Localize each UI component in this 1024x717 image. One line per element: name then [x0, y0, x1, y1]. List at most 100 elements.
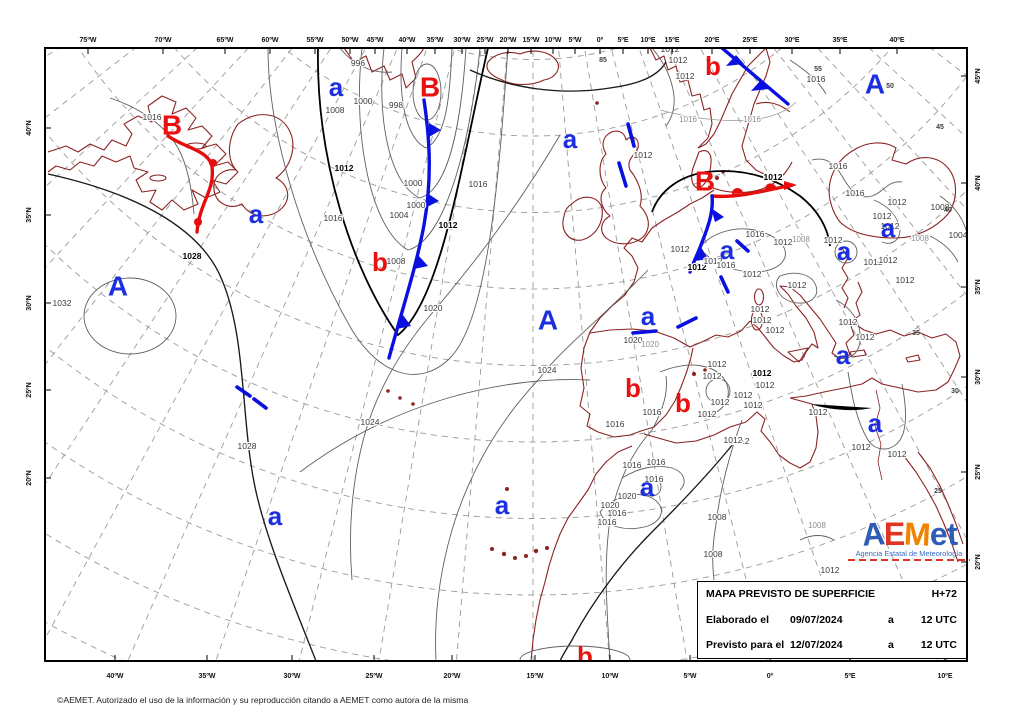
coast-north-spain-south-france — [589, 320, 751, 348]
isobar-value-label: 1016 — [743, 115, 761, 124]
coast-africa-atlantic — [530, 445, 633, 660]
low-pressure-center: b — [372, 247, 388, 277]
isobar-value-label: 1012 — [743, 269, 762, 279]
axis-label: 15ºW — [527, 673, 544, 680]
cold-front-central-europe — [688, 194, 715, 274]
coast-aegean — [841, 247, 849, 309]
axis-label: 5ºE — [617, 37, 628, 44]
isobar-value-label: 1016 — [717, 260, 736, 270]
cold-front-triangle — [695, 247, 708, 261]
coast-azores — [386, 389, 390, 393]
isobar-crimea — [873, 199, 901, 244]
meridian-line — [46, 49, 248, 268]
coast-greenland — [344, 49, 424, 89]
isobar-value-label: 1012 — [888, 449, 907, 459]
isobar-value-label: 996 — [351, 58, 365, 68]
isobar-1032 — [83, 277, 177, 355]
isobar-value-label: 1012 — [704, 256, 723, 266]
coast-island — [149, 174, 167, 182]
isobar-1008 — [358, 49, 481, 251]
axis-label: 45ºN — [975, 68, 982, 83]
axis-label: 35ºW — [199, 673, 216, 680]
isobar-thermal-low — [519, 645, 631, 660]
coast-turkey-levant-egypt — [789, 321, 961, 399]
isobar-value-label: 1016 — [606, 419, 625, 429]
axis-label: 5ºE — [844, 673, 855, 680]
axis-label: 20ºN — [26, 470, 33, 485]
coast-balearics — [703, 368, 707, 372]
isobar-value-label: 1008 — [708, 512, 727, 522]
isobar-1012-bold — [317, 49, 489, 337]
axis-label: 10ºE — [640, 37, 655, 44]
axis-label: 35ºE — [832, 37, 847, 44]
cold-front-triangle — [414, 255, 428, 269]
low-pressure-center: b — [625, 373, 641, 403]
isobar-1008-east — [939, 195, 966, 231]
axis-labels: 75ºW 70ºW 65ºW 60ºW 55ºW 50ºW 45ºW 40ºW 35ºW 30ºW… — [26, 37, 982, 680]
isobar-value-label: 1012 — [724, 435, 743, 445]
isobar-value-label: 1024 — [361, 417, 380, 427]
isobar-value-label: 1012 — [809, 407, 828, 417]
trough-dash — [252, 397, 268, 410]
aemet-logo: AEMet Agencia Estatal de Meteorología — [848, 515, 970, 561]
isobar-norway — [652, 49, 675, 127]
axis-label: 50ºW — [342, 37, 359, 44]
isobar-1012-alboran — [705, 378, 731, 404]
coast-sardinia — [750, 309, 764, 331]
parallel-line — [46, 244, 966, 443]
high-pressure-center: A — [108, 270, 128, 301]
high-pressure-center: a — [329, 72, 344, 102]
isobar-value-label: 1028 — [238, 441, 257, 451]
coast-red-sea-west — [903, 455, 959, 563]
isobar-value-label: 1012 — [703, 371, 722, 381]
isobar-value-label: 1016 — [647, 457, 666, 467]
grid-number: 55 — [814, 66, 822, 73]
cold-front-atlantic — [387, 98, 431, 360]
axis-label: 45ºW — [367, 37, 384, 44]
isobar-value-label: 1004 — [390, 210, 409, 220]
isobar-value-label: 1008 — [326, 105, 345, 115]
isobar-1008-se — [799, 535, 835, 541]
high-pressure-center: a — [249, 199, 264, 229]
axis-label: 40ºW — [107, 673, 124, 680]
isobar-value-label: 1016 — [324, 213, 343, 223]
isobar-1016-genoa — [699, 228, 786, 273]
cold-front-triangle — [726, 55, 744, 66]
trough-dash — [617, 161, 628, 188]
trough-dash — [719, 275, 730, 294]
axis-label: 15ºE — [664, 37, 679, 44]
axis-label: 75ºW — [80, 37, 97, 44]
coast-madeira — [505, 487, 509, 491]
isobar-value-label: 1020 — [424, 303, 443, 313]
axis-label: 25ºW — [366, 673, 383, 680]
isobar-1016-africa — [605, 375, 667, 660]
low-pressure-center: b — [675, 388, 691, 418]
axis-label: 0º — [597, 37, 604, 44]
meridian-line — [46, 49, 366, 638]
coast-west-europe-iberia — [579, 189, 715, 438]
isobar-value-label: 1012 — [821, 565, 840, 575]
isobar-value-label: 1012 — [661, 44, 680, 54]
aemet-logo-letter: t — [945, 515, 958, 553]
axis-label: 30ºN — [26, 295, 33, 310]
isobar-value-label: 1012 — [766, 325, 785, 335]
isobar-value-label: 1000 — [354, 96, 373, 106]
axis-label: 15ºW — [523, 37, 540, 44]
axis-label: 55ºW — [307, 37, 324, 44]
parallel-line — [78, 49, 966, 290]
low-pressure-center: B — [420, 71, 440, 102]
low-pressure-center: B — [162, 109, 182, 140]
isobar-value-label: 1012 — [634, 150, 653, 160]
high-pressure-center: a — [641, 301, 656, 331]
isobar-value-label: 1000 — [407, 200, 426, 210]
warm-front-point — [194, 218, 202, 226]
aemet-logo-letter: M — [903, 515, 931, 553]
axis-label: 25ºE — [742, 37, 757, 44]
legend-title-row: MAPA PREVISTO DE SUPERFICIE H+72 — [698, 588, 966, 604]
aemet-logo-tagline: Agencia Estatal de Meteorología — [855, 549, 963, 558]
axis-label: 35ºN — [975, 279, 982, 294]
coast-balearics — [711, 364, 715, 368]
coast-canaries — [490, 547, 494, 551]
axis-label: 40ºE — [889, 37, 904, 44]
